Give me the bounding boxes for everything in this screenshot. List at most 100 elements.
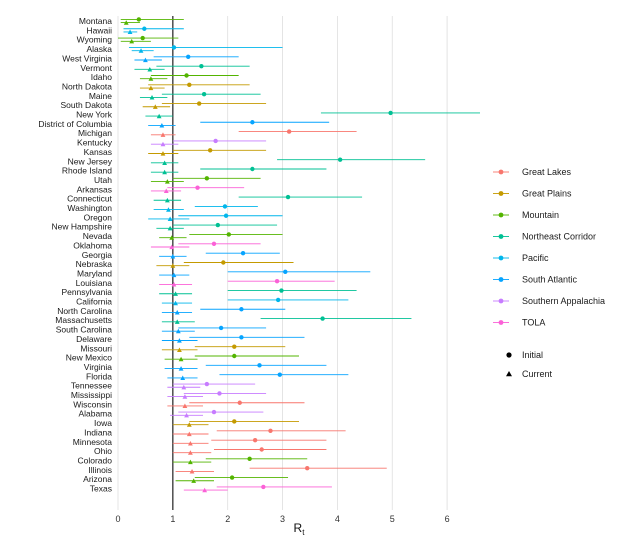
- current-point: [181, 384, 187, 390]
- state-label: Virginia: [84, 362, 112, 372]
- current-point: [178, 356, 184, 362]
- current-point: [129, 38, 135, 44]
- current-point: [169, 235, 175, 240]
- legend-key-point: [498, 320, 504, 325]
- legend-label: Southern Appalachia: [522, 296, 605, 306]
- state-label: West Virginia: [62, 53, 112, 63]
- legend-label: Mountain: [522, 210, 559, 220]
- state-label: Kentucky: [77, 138, 113, 148]
- initial-point: [199, 63, 204, 69]
- current-point: [186, 431, 192, 437]
- current-point: [162, 169, 168, 175]
- state-label: Colorado: [78, 455, 113, 465]
- current-point: [188, 450, 193, 455]
- initial-point: [229, 475, 235, 480]
- state-label: Rhode Island: [62, 166, 112, 176]
- current-point: [180, 375, 186, 380]
- state-label: Alabama: [78, 409, 112, 419]
- current-point: [186, 422, 192, 427]
- legend-label: TOLA: [522, 318, 545, 328]
- state-label: District of Columbia: [38, 119, 112, 129]
- x-tick-label: 6: [445, 514, 450, 524]
- current-point: [159, 123, 165, 128]
- state-label: Oregon: [84, 212, 113, 222]
- current-point: [177, 347, 182, 352]
- current-point: [148, 85, 154, 91]
- initial-point: [337, 157, 343, 162]
- state-label: Utah: [94, 175, 112, 185]
- state-label: Nebraska: [76, 259, 113, 269]
- x-tick-labels: 0 1 2 3 4 5 6: [115, 514, 449, 524]
- legend: Great Lakes Great Plains Mountain Northeast…: [493, 167, 605, 379]
- current-point: [182, 394, 188, 399]
- legend-shape-label: Current: [522, 369, 553, 379]
- initial-point: [320, 316, 325, 321]
- state-label: Nevada: [83, 231, 113, 241]
- initial-point: [274, 279, 280, 284]
- current-point: [170, 253, 176, 259]
- legend-key-point: [498, 298, 504, 304]
- initial-point: [250, 120, 255, 125]
- state-label: Michigan: [78, 128, 112, 138]
- state-label: Florida: [86, 371, 112, 381]
- current-point: [170, 263, 176, 268]
- x-axis-title-main: R: [294, 521, 303, 535]
- initial-point: [286, 129, 292, 134]
- state-label: Iowa: [94, 418, 112, 428]
- initial-point: [213, 138, 218, 144]
- state-label: Oklahoma: [73, 240, 112, 250]
- current-point: [182, 403, 188, 409]
- legend-label: South Atlantic: [522, 275, 578, 285]
- state-label: South Carolina: [56, 325, 113, 335]
- legend-key-point: [498, 191, 504, 196]
- state-label: Hawaii: [86, 25, 112, 35]
- current-point: [189, 469, 195, 474]
- initial-point: [232, 419, 237, 424]
- state-label: Maine: [89, 91, 112, 101]
- state-label: Wyoming: [77, 35, 113, 45]
- legend-key-point: [498, 277, 504, 282]
- initial-point: [250, 166, 255, 172]
- plot-panel: [118, 16, 480, 510]
- initial-point: [217, 391, 222, 396]
- legend-shape-label: Initial: [522, 350, 543, 360]
- initial-point: [171, 45, 177, 50]
- state-label: California: [76, 297, 112, 307]
- initial-point: [142, 26, 147, 31]
- initial-point: [187, 82, 192, 88]
- current-point: [174, 319, 180, 324]
- current-point: [167, 216, 173, 222]
- initial-point: [195, 185, 200, 190]
- state-label: Idaho: [91, 72, 113, 82]
- current-point: [147, 66, 153, 72]
- current-point: [171, 282, 177, 287]
- current-point: [174, 310, 180, 315]
- current-point: [188, 459, 193, 465]
- current-point: [173, 300, 178, 306]
- current-point: [156, 113, 162, 119]
- state-label: Vermont: [80, 63, 112, 73]
- current-point: [177, 338, 182, 343]
- initial-point: [388, 110, 393, 116]
- initial-point: [204, 381, 210, 387]
- legend-shape-key: [506, 352, 512, 358]
- initial-point: [222, 204, 228, 209]
- current-point: [138, 48, 144, 53]
- current-point: [143, 57, 148, 63]
- initial-point: [136, 17, 142, 22]
- legend-label: Northeast Corridor: [522, 232, 596, 242]
- legend-label: Great Lakes: [522, 167, 572, 177]
- state-label: Alaska: [86, 44, 112, 54]
- current-point: [164, 179, 170, 184]
- state-label: Missouri: [80, 343, 112, 353]
- initial-point: [259, 447, 264, 452]
- state-label: North Dakota: [62, 81, 112, 91]
- initial-point: [239, 307, 244, 312]
- current-point: [178, 366, 184, 371]
- current-point: [160, 151, 166, 156]
- current-point: [162, 160, 168, 165]
- state-label: Ohio: [94, 446, 112, 456]
- state-label: Arizona: [83, 474, 112, 484]
- state-label: Pennsylvania: [61, 287, 112, 297]
- initial-point: [204, 176, 210, 181]
